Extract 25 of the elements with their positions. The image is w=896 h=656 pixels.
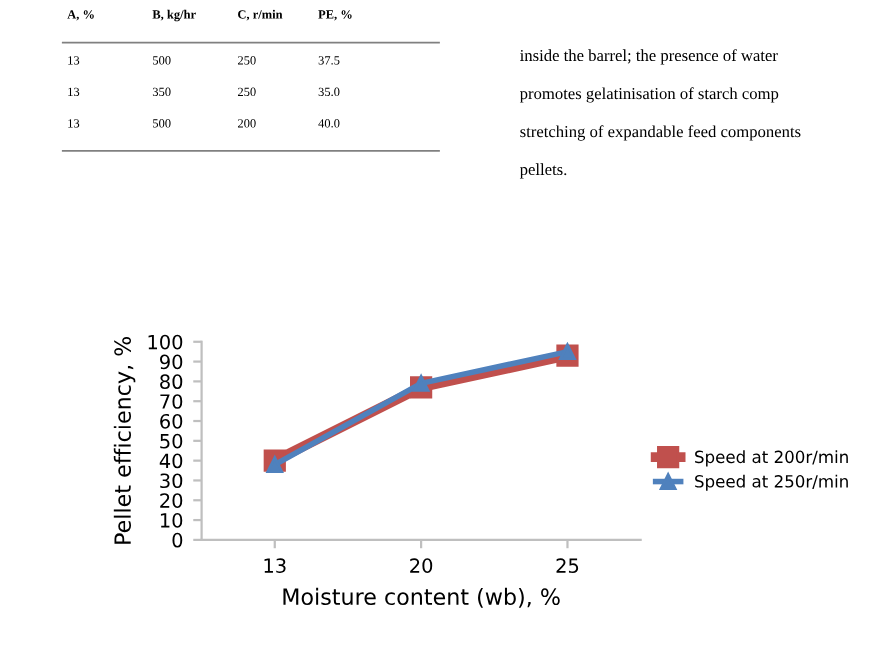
- y-tick-label: 90: [160, 354, 183, 370]
- y-tick-label: 30: [160, 473, 183, 489]
- text: promotes gelatinisation of starch comp: [519, 87, 779, 103]
- legend-label: Speed at 200r/min: [695, 450, 848, 467]
- y-tick-label: 20: [160, 493, 183, 508]
- text: pellets.: [519, 163, 567, 179]
- y-tick-label: 50: [160, 433, 183, 449]
- legend-label: Speed at 250r/min: [695, 474, 848, 491]
- x-tick-label: 25: [556, 558, 579, 573]
- y-tick-label: 60: [160, 413, 183, 429]
- y-tick-label: 10: [160, 513, 183, 528]
- x-tick-label: 20: [410, 558, 433, 573]
- x-axis-title: Moisture content (wb), %: [283, 587, 560, 608]
- y-tick-label: 70: [160, 394, 183, 409]
- point: [266, 456, 284, 473]
- text: stretching of expandable feed components: [520, 125, 801, 141]
- point: [559, 343, 576, 361]
- y-axis-title: Pellet efficiency, %: [113, 336, 136, 544]
- y-tick-label: 100: [148, 334, 183, 350]
- point: [412, 375, 430, 392]
- y-tick-label: 80: [160, 374, 183, 390]
- y-tick-label: 0: [172, 532, 183, 548]
- text: inside the barrel; the presence of water: [520, 49, 778, 65]
- x-tick-label: 13: [264, 558, 286, 573]
- y-tick-label: 40: [159, 453, 183, 469]
